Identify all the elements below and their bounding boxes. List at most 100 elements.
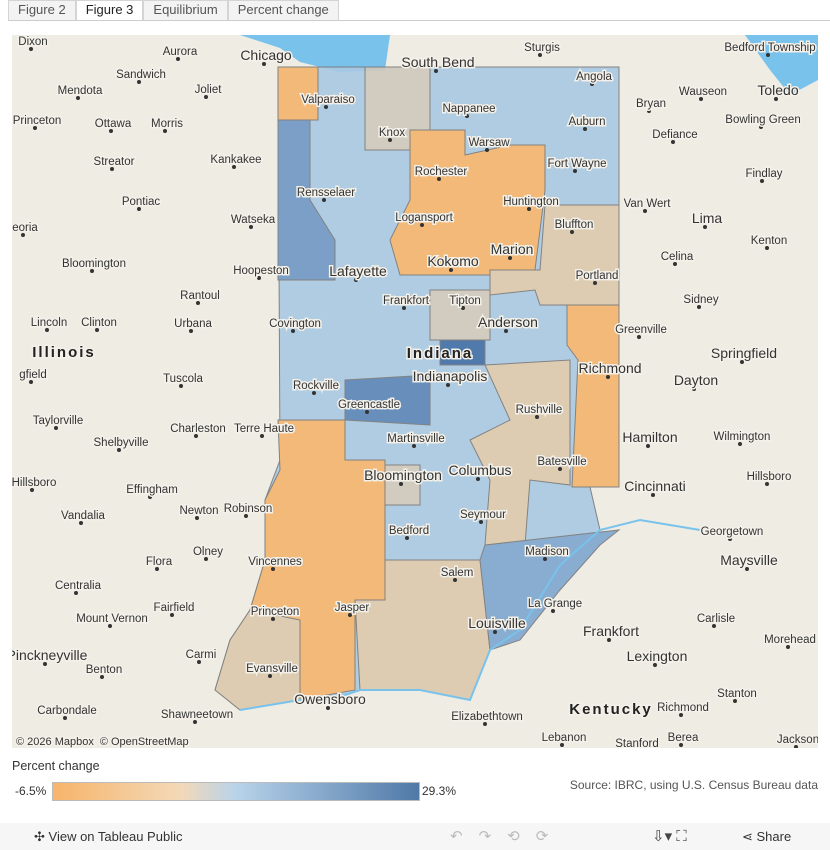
tab[interactable]: Figure 3 — [75, 0, 144, 20]
attribution: © 2026 Mapbox © OpenStreetMap — [16, 736, 189, 748]
download-icon[interactable]: ⇩▾ ⛶ — [652, 828, 687, 845]
place-dot — [100, 675, 104, 679]
region — [429, 289, 491, 341]
place-label: Fort Wayne — [547, 158, 606, 170]
legend-title: Percent change — [12, 759, 100, 773]
place-dot — [95, 328, 99, 332]
place-dot — [21, 233, 25, 237]
place-dot — [193, 720, 197, 724]
place-label: La Grange — [528, 598, 582, 610]
lake-michigan — [240, 35, 390, 72]
place-dot — [74, 591, 78, 595]
place-label: Mendota — [58, 85, 103, 97]
place-dot — [647, 109, 651, 113]
place-dot — [312, 391, 316, 395]
attribution-part: © OpenStreetMap — [100, 736, 189, 748]
place-label: Van Wert — [624, 198, 672, 210]
place-label: Rockville — [293, 380, 339, 392]
place-label: Pinckneyville — [12, 647, 88, 663]
place-dot — [348, 613, 352, 617]
place-dot — [653, 663, 657, 667]
place-label: Hillsboro — [747, 471, 792, 483]
share-button[interactable]: ⋖ Share — [742, 829, 792, 844]
place-label: Centralia — [55, 580, 102, 592]
share-text[interactable]: Share — [756, 829, 792, 844]
view-link-text[interactable]: View on Tableau Public — [48, 829, 183, 844]
place-label: Jasper — [335, 602, 370, 614]
place-label: Toledo — [757, 82, 798, 98]
map[interactable]: Dixon Aurora Chicago Sturgis Sandwich Mendota… — [12, 35, 818, 748]
tab[interactable]: Figure 2 — [8, 0, 76, 20]
place-dot — [760, 179, 764, 183]
place-label: Celina — [661, 251, 694, 263]
attribution-part: © 2026 Mapbox — [16, 736, 94, 748]
place-label: Carbondale — [37, 705, 96, 717]
place-dot — [54, 426, 58, 430]
view-link[interactable]: ✣ View on Tableau Public — [34, 829, 183, 844]
place-label: Kankakee — [210, 154, 261, 166]
undo-redo-icons[interactable]: ↶↷⟲⟳ — [450, 828, 565, 845]
place-dot — [176, 57, 180, 61]
place-label: Logansport — [395, 212, 453, 224]
place-label: Springfield — [711, 345, 777, 361]
place-dot — [551, 609, 555, 613]
place-label: Bedford Township — [724, 42, 815, 54]
place-label: Marion — [491, 241, 534, 257]
place-label: Huntington — [503, 196, 559, 208]
place-dot — [399, 482, 403, 486]
tab[interactable]: Equilibrium — [143, 0, 228, 20]
place-dot — [163, 129, 167, 133]
place-label: Berea — [668, 732, 699, 744]
place-label: Morehead — [764, 634, 816, 646]
place-dot — [671, 140, 675, 144]
place-label: Princeton — [13, 115, 62, 127]
place-dot — [504, 329, 508, 333]
place-dot — [388, 138, 392, 142]
place-label: Richmond — [657, 702, 709, 714]
state-label: Illinois — [32, 344, 96, 361]
place-dot — [322, 198, 326, 202]
place-dot — [30, 488, 34, 492]
place-label: Joliet — [195, 84, 223, 96]
place-dot — [402, 306, 406, 310]
place-label: Knox — [379, 127, 405, 139]
place-label: Hillsboro — [12, 477, 56, 489]
place-dot — [76, 96, 80, 100]
place-dot — [249, 225, 253, 229]
place-dot — [204, 557, 208, 561]
place-dot — [324, 105, 328, 109]
place-dot — [607, 638, 611, 642]
place-dot — [244, 514, 248, 518]
place-dot — [434, 69, 438, 73]
place-dot — [766, 53, 770, 57]
place-dot — [461, 306, 465, 310]
place-dot — [179, 384, 183, 388]
place-label: Richmond — [578, 360, 641, 376]
place-dot — [738, 442, 742, 446]
place-label: Madison — [525, 546, 568, 558]
place-label: Georgetown — [701, 526, 764, 538]
place-label: Lincoln — [31, 317, 67, 329]
place-label: Bloomington — [62, 258, 126, 270]
place-dot — [493, 630, 497, 634]
place-dot — [195, 516, 199, 520]
place-dot — [673, 262, 677, 266]
place-dot — [573, 169, 577, 173]
place-dot — [109, 129, 113, 133]
place-dot — [291, 329, 295, 333]
place-label: Olney — [193, 546, 223, 558]
place-dot — [326, 706, 330, 710]
region — [389, 129, 546, 276]
tab[interactable]: Percent change — [227, 0, 339, 20]
state-label: Indiana — [407, 345, 474, 362]
place-dot — [483, 722, 487, 726]
place-label: Bedford — [389, 525, 429, 537]
lake-erie — [745, 35, 818, 95]
place-dot — [643, 209, 647, 213]
place-dot — [538, 53, 542, 57]
place-label: Mount Vernon — [76, 613, 148, 625]
region — [479, 529, 621, 651]
place-dot — [558, 467, 562, 471]
place-label: Jackson — [777, 734, 818, 746]
place-label: Clinton — [81, 317, 117, 329]
